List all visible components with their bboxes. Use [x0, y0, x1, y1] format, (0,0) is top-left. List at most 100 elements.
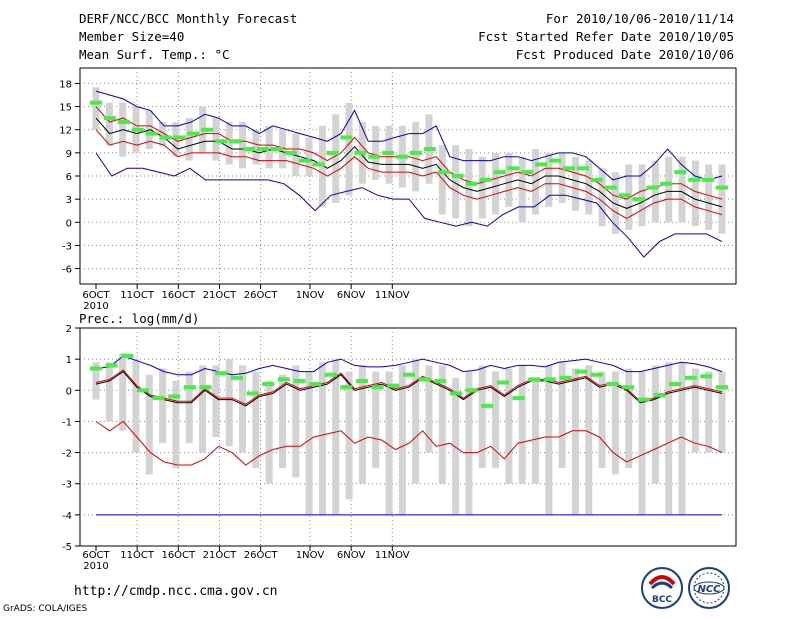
box-bar: [452, 145, 460, 219]
x-tick-label: 26OCT: [244, 290, 279, 301]
observed-marker: [199, 385, 212, 390]
observed-marker: [354, 150, 367, 155]
observed-marker: [590, 372, 603, 377]
observed-marker: [716, 385, 728, 390]
observed-marker: [700, 374, 713, 379]
x-tick-label: 6OCT: [82, 550, 110, 561]
x-tick-label: 16OCT: [161, 550, 196, 561]
x-tick-label: 11OCT: [120, 550, 155, 561]
precip-panel-title: Prec.: log(mm/d): [79, 311, 200, 326]
website-url[interactable]: http://cmdp.ncc.cma.gov.cn: [74, 584, 278, 599]
box-bar: [558, 362, 566, 469]
observed-marker: [653, 392, 666, 397]
observed-marker: [243, 147, 256, 151]
box-bar: [332, 359, 340, 515]
ensemble-mean-line: [95, 370, 723, 407]
observed-marker: [103, 116, 116, 121]
box-bar: [545, 365, 553, 515]
box-bar: [705, 371, 713, 453]
ncc-logo-text: NCC: [697, 584, 721, 595]
y-tick-label: 1: [66, 355, 72, 366]
box-bar: [212, 365, 220, 437]
box-bar: [651, 365, 659, 484]
box-bar: [372, 125, 380, 180]
box-bar: [358, 365, 366, 484]
x-tick-label: 6NOV: [337, 550, 366, 561]
observed-marker: [256, 147, 269, 151]
box-bar: [465, 371, 473, 515]
box-bar: [278, 374, 286, 469]
bcc-logo-text: BCC: [652, 595, 672, 605]
observed-marker: [465, 181, 478, 186]
observed-marker: [396, 154, 409, 159]
observed-marker: [90, 100, 102, 105]
box-bar: [92, 362, 100, 400]
box-bar: [598, 371, 606, 469]
x-tick-label: 26OCT: [244, 550, 279, 561]
observed-marker: [277, 377, 290, 382]
box-bar: [691, 160, 699, 227]
observed-marker: [105, 363, 118, 368]
x-tick-label: 21OCT: [203, 550, 238, 561]
box-bar: [665, 362, 673, 515]
box-bar: [412, 122, 420, 192]
y-tick-label: -1: [62, 417, 72, 428]
observed-marker: [403, 372, 415, 377]
observed-marker: [632, 197, 645, 202]
box-bar: [678, 156, 686, 223]
box-bar: [185, 371, 193, 444]
observed-marker: [90, 366, 102, 371]
observed-marker: [559, 375, 572, 380]
observed-marker: [340, 385, 353, 390]
box-bar: [119, 352, 127, 431]
observed-marker: [590, 177, 603, 182]
box-bar: [252, 371, 260, 469]
box-bar: [145, 374, 153, 475]
observed-marker: [716, 185, 728, 190]
x-tick-label: 6NOV: [337, 290, 366, 301]
box-bar: [425, 365, 433, 453]
observed-marker: [387, 383, 400, 388]
box-bar: [172, 380, 180, 469]
bcc-logo: BCC: [641, 567, 683, 609]
observed-marker: [371, 385, 384, 390]
observed-marker: [434, 378, 447, 383]
box-bar: [159, 368, 167, 444]
box-bar: [505, 152, 513, 207]
observed-marker: [262, 382, 275, 387]
observed-marker: [576, 166, 589, 171]
x-tick-label: 11OCT: [120, 290, 155, 301]
y-tick-label: -3: [62, 241, 72, 252]
box-bar: [332, 114, 340, 203]
observed-marker: [246, 391, 259, 396]
box-bar: [532, 377, 540, 484]
box-bar: [372, 371, 380, 469]
observed-marker: [606, 382, 619, 387]
box-bar: [265, 125, 273, 169]
box-bar: [718, 164, 726, 234]
box-bar: [585, 365, 593, 515]
box-bar: [105, 102, 113, 146]
observed-marker: [136, 388, 149, 393]
observed-marker: [521, 170, 534, 175]
x-tick-label: 6OCT: [82, 290, 110, 301]
box-bar: [452, 377, 460, 515]
forecast-started-date: Fcst Started Refer Date 2010/10/05: [478, 29, 734, 44]
observed-marker: [562, 166, 575, 171]
observed-marker: [215, 139, 228, 144]
box-bar: [385, 371, 393, 515]
box-bar: [239, 365, 247, 453]
blue-lower-line: [95, 152, 723, 258]
observed-marker: [324, 372, 337, 377]
box-bar: [398, 365, 406, 515]
box-bar: [132, 359, 140, 453]
y-tick-label: 9: [66, 149, 72, 160]
observed-marker: [173, 135, 186, 140]
box-bar: [505, 368, 513, 484]
box-bar: [292, 365, 300, 478]
observed-marker: [183, 385, 196, 390]
y-tick-label: 0: [66, 218, 72, 229]
observed-marker: [131, 127, 144, 132]
observed-marker: [512, 396, 525, 401]
observed-marker: [660, 181, 673, 186]
